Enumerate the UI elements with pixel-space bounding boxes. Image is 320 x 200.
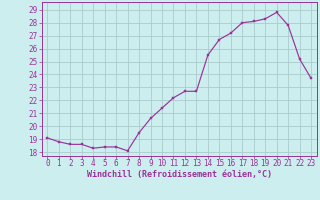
X-axis label: Windchill (Refroidissement éolien,°C): Windchill (Refroidissement éolien,°C) — [87, 170, 272, 179]
